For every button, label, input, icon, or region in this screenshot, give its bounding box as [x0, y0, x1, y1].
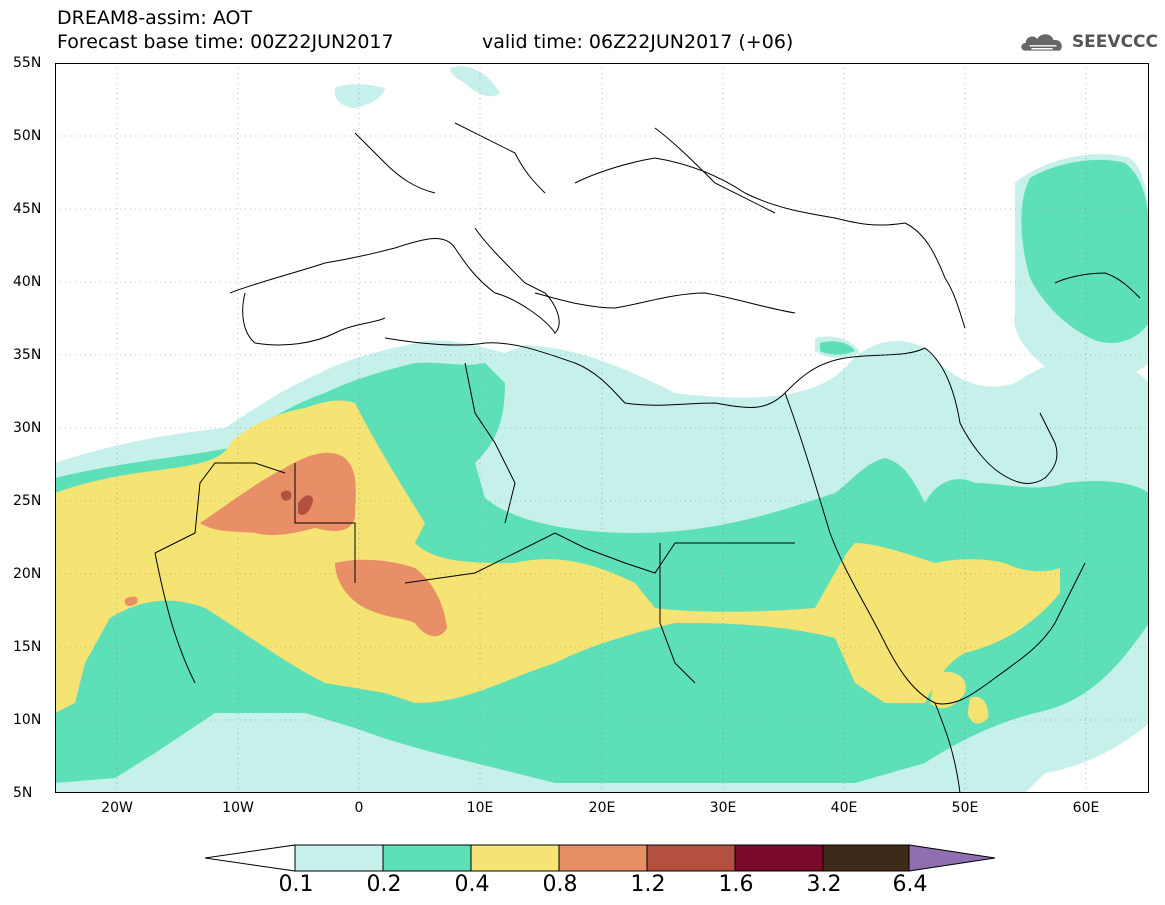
lon-label: 20W — [101, 800, 133, 816]
colorbar-label: 0.8 — [542, 872, 578, 897]
lat-label: 55N — [13, 55, 42, 71]
aot-band-1.2 — [280, 490, 313, 515]
colorbar-cell — [294, 844, 384, 872]
lon-label: 40E — [830, 800, 858, 816]
lat-label: 45N — [13, 201, 42, 217]
colorbar-cell — [646, 844, 736, 872]
lon-label: 0 — [354, 800, 364, 816]
forecast-base-time: Forecast base time: 00Z22JUN2017 — [57, 31, 394, 53]
cloud-logo-icon — [1021, 34, 1062, 51]
aot-band-0.8 — [124, 452, 447, 637]
lat-label: 20N — [13, 566, 42, 582]
colorbar-cell — [822, 844, 910, 872]
colorbar-cell — [558, 844, 648, 872]
colorbar-cell — [734, 844, 824, 872]
aot-map — [55, 63, 1149, 793]
seevccc-logo: SEEVCCC — [1018, 27, 1158, 57]
aot-colorbar — [205, 844, 996, 872]
lat-label: 5N — [13, 785, 33, 801]
colorbar-label: 1.2 — [630, 872, 666, 897]
colorbar-label: 6.4 — [892, 872, 928, 897]
colorbar-label: 0.4 — [454, 872, 490, 897]
logo-text: SEEVCCC — [1071, 32, 1158, 52]
lat-label: 50N — [13, 128, 42, 144]
colorbar-label: 0.2 — [366, 872, 402, 897]
lat-label: 35N — [13, 347, 42, 363]
lat-label: 30N — [13, 420, 42, 436]
lat-label: 10N — [13, 712, 42, 728]
lat-label: 40N — [13, 274, 42, 290]
lon-label: 50E — [951, 800, 979, 816]
colorbar-label: 0.1 — [278, 872, 314, 897]
colorbar-over-arrow — [908, 844, 996, 872]
lon-label: 10E — [466, 800, 494, 816]
lon-label: 20E — [588, 800, 616, 816]
map-title: DREAM8-assim: AOT — [57, 7, 253, 29]
lat-label: 15N — [13, 639, 42, 655]
valid-time: valid time: 06Z22JUN2017 (+06) — [482, 31, 794, 53]
lon-label: 60E — [1072, 800, 1100, 816]
colorbar-label: 3.2 — [806, 872, 842, 897]
colorbar-cell — [382, 844, 472, 872]
colorbar-cell — [470, 844, 560, 872]
lon-label: 30E — [709, 800, 737, 816]
lon-label: 10W — [222, 800, 254, 816]
colorbar-label: 1.6 — [718, 872, 754, 897]
colorbar-under-arrow — [205, 844, 296, 872]
coastlines-borders — [154, 122, 1141, 793]
lat-label: 25N — [13, 493, 42, 509]
map-frame — [55, 63, 1149, 793]
graticule — [55, 63, 1149, 793]
